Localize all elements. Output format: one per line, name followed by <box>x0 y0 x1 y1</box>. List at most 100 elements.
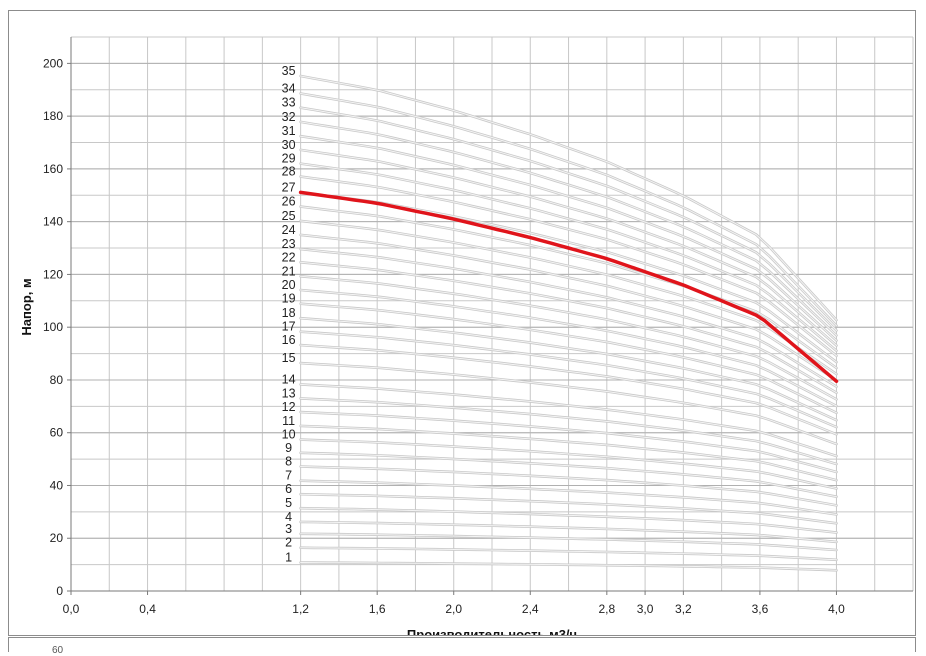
y-tick-label: 60 <box>50 426 64 440</box>
stage-curve-highlight <box>300 248 837 388</box>
x-tick-label: 4,0 <box>828 602 845 616</box>
y-tick-label: 200 <box>43 56 63 70</box>
x-tick-label: 1,2 <box>292 602 309 616</box>
stage-curve-highlight <box>300 275 837 400</box>
stage-curve-highlight <box>300 425 837 481</box>
y-tick-label: 120 <box>43 267 63 281</box>
next-section-frame <box>8 637 916 652</box>
y-tick-label: 20 <box>50 531 64 545</box>
x-tick-label: 3,0 <box>637 602 654 616</box>
stage-label: 12 <box>282 400 296 414</box>
stage-curve-highlight <box>300 93 837 327</box>
stage-label: 16 <box>282 333 296 347</box>
y-tick-label: 160 <box>43 162 63 176</box>
stage-label: 26 <box>282 195 296 209</box>
stage-label: 28 <box>282 165 296 179</box>
stage-curve-highlight <box>300 135 837 341</box>
stage-label: 35 <box>282 64 296 78</box>
stage-curve-highlight <box>300 439 837 489</box>
stage-curve-highlight <box>300 317 837 421</box>
stage-curve-highlight <box>300 547 837 561</box>
stage-labels: 1234567891011121314151617181920212223242… <box>282 64 296 564</box>
x-tick-label: 2,4 <box>522 602 539 616</box>
stage-label: 1 <box>285 551 292 565</box>
stage-curve-highlight <box>300 480 837 515</box>
stage-curve-highlight <box>300 397 837 465</box>
stage-curve-highlight <box>300 303 837 414</box>
stage-label: 24 <box>282 223 296 237</box>
stage-label: 3 <box>285 522 292 536</box>
stage-label: 15 <box>282 351 296 365</box>
stage-curve-highlight <box>300 331 837 428</box>
x-axis-title: Производительность,м3/ч <box>407 627 577 635</box>
stage-curve-highlight <box>300 344 837 435</box>
x-tick-label: 0,4 <box>139 602 156 616</box>
stage-curve-highlight <box>300 121 837 336</box>
stage-curve-highlight <box>300 466 837 506</box>
stage-label: 19 <box>282 292 296 306</box>
stage-curve-highlight <box>300 163 837 352</box>
stage-label: 6 <box>285 482 292 496</box>
stage-label: 29 <box>282 152 296 166</box>
stage-label: 18 <box>282 306 296 320</box>
y-tick-label: 100 <box>43 320 63 334</box>
stage-curve-highlight <box>300 383 837 457</box>
chart-frame: 0 20 40 60 80 100 120 140 160 180 200 0,0 0,4 1,2 1,6 2… <box>8 10 916 636</box>
stage-curve-highlight <box>300 362 837 445</box>
stage-label: 2 <box>285 536 292 550</box>
footer-fragment: 60 <box>52 645 64 656</box>
stage-curve-highlight <box>300 289 837 407</box>
stage-curve-highlight <box>300 261 837 394</box>
stage-label: 30 <box>282 138 296 152</box>
y-tick-label: 40 <box>50 478 64 492</box>
x-tick-label: 3,2 <box>675 602 692 616</box>
x-tick-label: 1,6 <box>369 602 386 616</box>
highlighted-curve-line <box>298 190 839 384</box>
stage-label: 5 <box>285 496 292 510</box>
y-axis-title: Напор, м <box>19 278 34 335</box>
x-tick-label: 0,0 <box>63 602 80 616</box>
stage-label: 9 <box>285 441 292 455</box>
highlighted-curve-group <box>298 190 839 384</box>
stage-label: 32 <box>282 110 296 124</box>
stage-label: 11 <box>282 414 295 428</box>
stage-label: 7 <box>285 469 292 483</box>
x-tick-label: 2,8 <box>598 602 615 616</box>
stage-curve-highlight <box>300 75 837 321</box>
y-tick-label: 140 <box>43 215 63 229</box>
stage-label: 13 <box>282 386 296 400</box>
x-tick-label: 3,6 <box>752 602 769 616</box>
y-tick-label: 180 <box>43 109 63 123</box>
x-tick-label: 2,0 <box>445 602 462 616</box>
stage-curves <box>299 74 838 572</box>
stage-curve-highlight <box>300 176 837 357</box>
stage-label: 14 <box>282 372 296 386</box>
stage-curve-highlight <box>300 107 837 331</box>
stage-label: 17 <box>282 320 296 334</box>
stage-label: 21 <box>282 264 296 278</box>
stage-curve-highlight <box>300 493 837 524</box>
stage-curve-highlight <box>300 411 837 473</box>
stage-label: 27 <box>282 180 296 194</box>
stage-curve-highlight <box>300 507 837 534</box>
stage-curve-highlight <box>300 533 837 551</box>
stage-curve-highlight <box>300 234 837 381</box>
stage-curve-highlight <box>300 452 837 498</box>
stage-label: 8 <box>285 454 292 468</box>
stage-curve-highlight <box>300 220 837 375</box>
stage-curve-highlight <box>300 521 837 543</box>
stage-label: 4 <box>285 510 292 524</box>
stage-label: 33 <box>282 96 296 110</box>
stage-curve-highlight <box>300 149 837 346</box>
y-tick-label: 80 <box>50 373 64 387</box>
stage-label: 34 <box>282 81 296 95</box>
stage-label: 22 <box>282 250 296 264</box>
stage-label: 20 <box>282 278 296 292</box>
stage-curve-highlight <box>300 206 837 369</box>
stage-label: 23 <box>282 237 296 251</box>
y-tick-label: 0 <box>56 584 63 598</box>
stage-curve-highlight <box>300 562 837 571</box>
stage-label: 25 <box>282 209 296 223</box>
